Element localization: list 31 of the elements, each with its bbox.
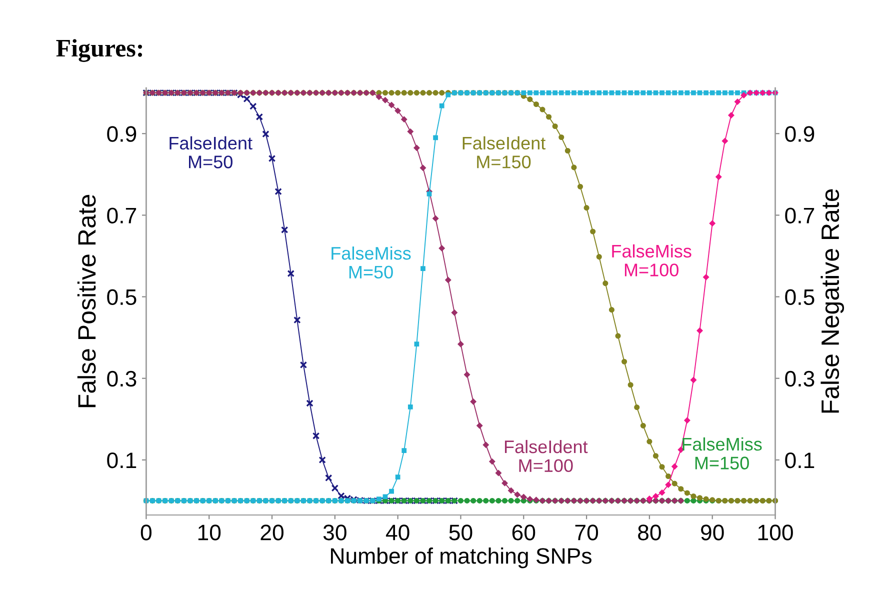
series-label: FalseMiss M=100 <box>612 244 692 276</box>
y-tick-label: 0.5 <box>107 289 136 306</box>
x-tick-label: 10 <box>198 524 221 540</box>
x-tick-label: 60 <box>512 524 536 540</box>
series-label: FalseMiss M=50 <box>332 246 411 279</box>
chart-title: Figures: <box>56 39 142 62</box>
x-tick-label: 70 <box>575 524 598 540</box>
series-label: FalseIdent M=50 <box>170 136 252 168</box>
x-tick-label: 0 <box>140 524 152 540</box>
y-tick-label: 0.7 <box>107 208 136 224</box>
y2-axis-title: False Negative Rate <box>820 189 844 413</box>
y-tick-label: 0.1 <box>107 452 136 468</box>
y2-tick-label: 0.5 <box>785 289 814 306</box>
series-label: FalseIdent M=150 <box>462 136 546 168</box>
x-axis-title: Number of matching SNPs <box>331 548 592 568</box>
y2-tick-label: 0.7 <box>785 208 814 224</box>
y2-tick-label: 0.1 <box>785 452 814 468</box>
x-tick-label: 30 <box>323 524 346 540</box>
x-tick-label: 20 <box>260 524 284 540</box>
x-tick-label: 100 <box>758 524 793 540</box>
series-label: FalseMiss M=150 <box>682 437 762 470</box>
x-tick-label: 90 <box>701 524 724 540</box>
y2-tick-label: 0.9 <box>785 126 814 142</box>
x-tick-label: 40 <box>386 524 410 540</box>
y-tick-label: 0.3 <box>107 370 136 387</box>
series-label: FalseIdent M=100 <box>504 440 588 472</box>
y-axis-title: False Positive Rate <box>77 194 96 408</box>
y-tick-label: 0.9 <box>107 126 136 142</box>
x-tick-label: 80 <box>638 524 661 540</box>
y2-tick-label: 0.3 <box>785 370 814 387</box>
x-tick-label: 50 <box>449 524 472 540</box>
